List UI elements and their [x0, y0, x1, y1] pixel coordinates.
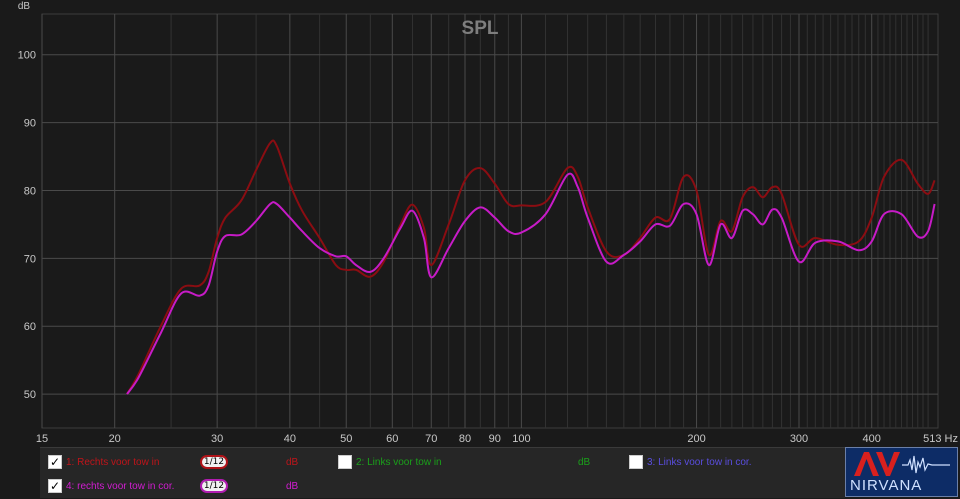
- y-tick-label: 50: [24, 389, 36, 401]
- y-axis-label: dB: [18, 1, 31, 12]
- series-line-1: [126, 139, 936, 395]
- smoothing-selector-1[interactable]: 1/12: [200, 455, 228, 469]
- logo-a-shape: [854, 452, 879, 476]
- x-tick-label: 200: [687, 433, 705, 445]
- x-tick-label: 100: [512, 433, 530, 445]
- checkbox-1[interactable]: ✓: [48, 455, 62, 469]
- checkbox-2[interactable]: [338, 455, 352, 469]
- legend-item-4[interactable]: ✓ 4: rechts voor tow in cor.: [48, 476, 174, 496]
- x-tick-label: 15: [36, 433, 48, 445]
- x-tick-label: 30: [211, 433, 223, 445]
- y-tick-label: 100: [18, 50, 36, 62]
- y-tick-label: 80: [24, 185, 36, 197]
- unit-label-2: dB: [578, 457, 591, 468]
- legend: ✓ 1: Rechts voor tow in 1/12 dB 2: Links…: [40, 447, 845, 498]
- chart-series: [126, 139, 936, 395]
- x-tick-label: 70: [425, 433, 437, 445]
- x-tick-label: 400: [863, 433, 881, 445]
- chart-title: SPL: [462, 18, 499, 39]
- checkbox-3[interactable]: [629, 455, 643, 469]
- y-tick-label: 90: [24, 118, 36, 130]
- unit-label-1: dB: [286, 457, 299, 468]
- x-tick-label: 50: [340, 433, 352, 445]
- unit-label-4: dB: [286, 481, 299, 492]
- smoothing-selector-4[interactable]: 1/12: [200, 479, 228, 493]
- chart-grid: [41, 13, 939, 429]
- legend-label-4: 4: rechts voor tow in cor.: [66, 480, 175, 492]
- logo: NIRVANA: [845, 447, 958, 497]
- legend-item-2[interactable]: 2: Links voor tow in: [338, 452, 442, 472]
- legend-item-3[interactable]: 3: Links voor tow in cor.: [629, 452, 752, 472]
- spl-chart[interactable]: 50 60 70 80 90 100 15 20 30 40 50 60 70 80 90 100 200 300…: [0, 0, 960, 445]
- y-tick-label: 70: [24, 253, 36, 265]
- legend-item-1[interactable]: ✓ 1: Rechts voor tow in: [48, 452, 159, 472]
- legend-label-1: 1: Rechts voor tow in: [66, 456, 160, 468]
- x-tick-label: 40: [284, 433, 296, 445]
- x-tick-label: 20: [109, 433, 121, 445]
- chart-ticks: 50 60 70 80 90 100 15 20 30 40 50 60 70 80 90 100 200 300…: [18, 50, 958, 445]
- x-tick-label: 80: [459, 433, 471, 445]
- x-tick-label: 513 Hz: [923, 433, 958, 445]
- logo-v-shape: [876, 452, 900, 476]
- legend-label-3: 3: Links voor tow in cor.: [647, 456, 752, 468]
- legend-label-2: 2: Links voor tow in: [356, 456, 442, 468]
- logo-graphic: [854, 452, 950, 476]
- logo-waveform: [902, 455, 950, 474]
- series-line-2: [126, 172, 936, 395]
- logo-text: NIRVANA: [850, 477, 923, 494]
- y-tick-label: 60: [24, 321, 36, 333]
- x-tick-label: 90: [489, 433, 501, 445]
- x-tick-label: 300: [790, 433, 808, 445]
- x-tick-label: 60: [386, 433, 398, 445]
- checkbox-4[interactable]: ✓: [48, 479, 62, 493]
